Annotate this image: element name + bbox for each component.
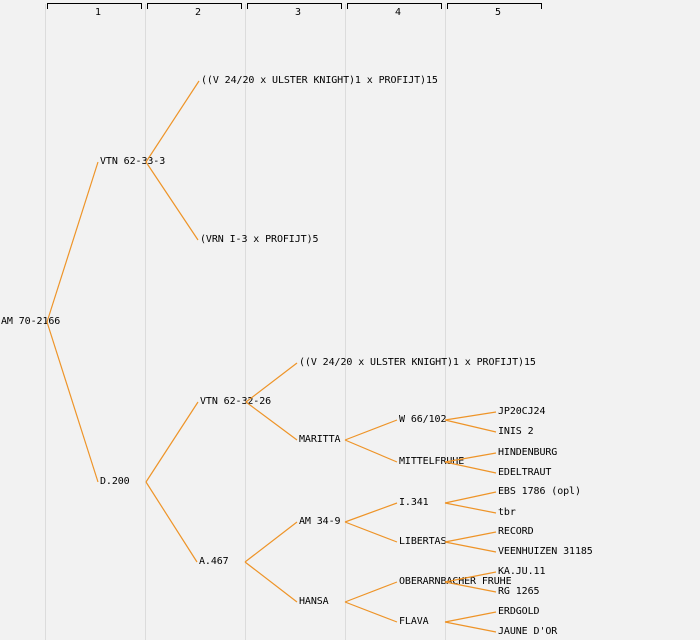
pedigree-node-oberarnbacher: OBERARNBACHER FRUHE bbox=[399, 576, 512, 587]
branch-line-maritta-to-w-66-102 bbox=[344, 419, 398, 441]
branch-line-a-467-to-hansa bbox=[244, 561, 298, 603]
pedigree-node-jaune-dor: JAUNE D'OR bbox=[498, 626, 558, 637]
pedigree-node-mittelfruhe: MITTELFRUHE bbox=[399, 456, 465, 467]
branch-line-d-200-to-vtn-62-32-26 bbox=[145, 401, 199, 483]
pedigree-node-hindenburg: HINDENBURG bbox=[498, 447, 558, 458]
generation-bracket-4 bbox=[347, 3, 442, 9]
branch-line-libertas-to-record bbox=[444, 531, 497, 543]
pedigree-node-ebs-1786: EBS 1786 (opl) bbox=[498, 486, 581, 497]
pedigree-node-d-200: D.200 bbox=[100, 476, 130, 487]
pedigree-node-record: RECORD bbox=[498, 526, 534, 537]
pedigree-node-hansa: HANSA bbox=[299, 596, 329, 607]
branch-line-flava-to-jaune-dor bbox=[444, 621, 497, 633]
branch-line-d-200-to-a-467 bbox=[145, 481, 198, 563]
branch-line-i-341-to-ebs-1786 bbox=[444, 491, 497, 504]
generation-gridline-3 bbox=[245, 4, 246, 640]
pedigree-node-a-467: A.467 bbox=[199, 556, 229, 567]
pedigree-node-cross-vuk-1: ((V 24/20 x ULSTER KNIGHT)1 x PROFIJT)15 bbox=[201, 75, 438, 86]
pedigree-node-i-341: I.341 bbox=[399, 497, 429, 508]
pedigree-node-vtn-62-33-3: VTN 62-33-3 bbox=[100, 156, 166, 167]
pedigree-node-cross-vrn: (VRN I-3 x PROFIJT)5 bbox=[200, 234, 319, 245]
branch-line-hansa-to-flava bbox=[344, 601, 398, 623]
generation-number-5: 5 bbox=[494, 7, 502, 18]
generation-gridline-5 bbox=[445, 4, 446, 640]
pedigree-node-maritta: MARITTA bbox=[299, 434, 341, 445]
pedigree-node-erdgold: ERDGOLD bbox=[498, 606, 540, 617]
branch-line-w-66-102-to-inis-2 bbox=[444, 419, 497, 433]
branch-line-flava-to-erdgold bbox=[444, 611, 497, 623]
generation-bracket-2 bbox=[147, 3, 242, 9]
generation-gridline-4 bbox=[345, 4, 346, 640]
generation-number-2: 2 bbox=[194, 7, 202, 18]
pedigree-node-vtn-62-32-26: VTN 62-32-26 bbox=[200, 396, 272, 407]
generation-bracket-5 bbox=[447, 3, 542, 9]
generation-number-4: 4 bbox=[394, 7, 402, 18]
branch-line-am-34-9-to-i-341 bbox=[344, 502, 398, 523]
generation-number-3: 3 bbox=[294, 7, 302, 18]
pedigree-node-edeltraut: EDELTRAUT bbox=[498, 467, 552, 478]
pedigree-node-libertas: LIBERTAS bbox=[399, 536, 447, 547]
pedigree-node-tbr: tbr bbox=[498, 507, 516, 518]
pedigree-node-ka-ju-11: KA.JU.11 bbox=[498, 566, 546, 577]
pedigree-node-inis-2: INIS 2 bbox=[498, 426, 534, 437]
pedigree-node-rg-1265: RG 1265 bbox=[498, 586, 540, 597]
generation-bracket-3 bbox=[247, 3, 342, 9]
branch-line-hansa-to-oberarnbacher bbox=[344, 581, 398, 603]
pedigree-node-jp20cj24: JP20CJ24 bbox=[498, 406, 546, 417]
generation-gridline-1 bbox=[45, 4, 46, 640]
branch-line-maritta-to-mittelfruhe bbox=[344, 439, 398, 463]
branch-line-w-66-102-to-jp20cj24 bbox=[444, 411, 497, 421]
branch-line-vtn-62-33-3-to-cross-vrn bbox=[145, 161, 199, 241]
generation-bracket-1 bbox=[47, 3, 142, 9]
pedigree-node-flava: FLAVA bbox=[399, 616, 429, 627]
pedigree-node-veenhuizen: VEENHUIZEN 31185 bbox=[498, 546, 593, 557]
pedigree-node-am-34-9: AM 34-9 bbox=[299, 516, 341, 527]
branch-line-i-341-to-tbr bbox=[444, 502, 497, 514]
branch-line-vtn-62-33-3-to-cross-vuk-1 bbox=[145, 80, 200, 163]
branch-line-vtn-62-32-26-to-maritta bbox=[245, 401, 298, 441]
branch-line-libertas-to-veenhuizen bbox=[444, 541, 497, 553]
branch-line-a-467-to-am-34-9 bbox=[244, 521, 298, 563]
generation-number-1: 1 bbox=[94, 7, 102, 18]
pedigree-node-am70-2166: AM 70-2166 bbox=[1, 316, 61, 327]
pedigree-node-w-66-102: W 66/102 bbox=[399, 414, 447, 425]
branch-line-am70-2166-to-d-200 bbox=[46, 321, 99, 483]
pedigree-node-cross-vuk-2: ((V 24/20 x ULSTER KNIGHT)1 x PROFIJT)15 bbox=[299, 357, 536, 368]
branch-line-am70-2166-to-vtn-62-33-3 bbox=[46, 161, 99, 323]
generation-gridline-2 bbox=[145, 4, 146, 640]
branch-line-am-34-9-to-libertas bbox=[344, 521, 398, 543]
